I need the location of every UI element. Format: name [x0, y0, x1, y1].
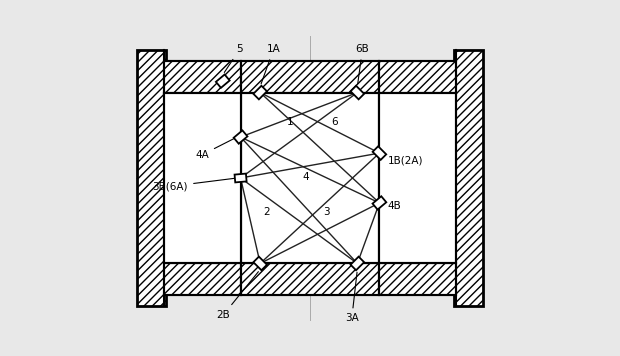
Text: 1: 1 [287, 117, 293, 127]
Bar [164, 93, 241, 263]
Bar [241, 61, 379, 93]
Text: 1A: 1A [261, 44, 280, 84]
Polygon shape [350, 86, 364, 99]
Bar [379, 61, 456, 93]
Bar [241, 263, 379, 295]
Bar [164, 263, 241, 295]
Polygon shape [350, 257, 364, 270]
Text: 2: 2 [264, 208, 270, 218]
Bar [241, 93, 379, 263]
Polygon shape [373, 196, 386, 210]
Text: 6B: 6B [355, 44, 370, 84]
Bar [138, 50, 166, 306]
Text: 4: 4 [302, 172, 309, 182]
Polygon shape [234, 130, 247, 144]
Text: 6: 6 [331, 117, 338, 127]
Text: 1B(2A): 1B(2A) [381, 153, 423, 166]
Text: 3: 3 [324, 208, 330, 218]
Polygon shape [216, 74, 229, 88]
Text: 5: 5 [224, 44, 243, 72]
Polygon shape [373, 146, 386, 160]
Text: 4A: 4A [195, 138, 234, 160]
Bar [379, 93, 456, 263]
Bar [454, 50, 482, 306]
Bar [164, 61, 241, 93]
Polygon shape [234, 174, 247, 182]
Text: 2B: 2B [217, 272, 259, 320]
Text: 4B: 4B [381, 201, 401, 211]
Text: 3A: 3A [345, 272, 358, 324]
Text: 3B(6A): 3B(6A) [153, 178, 234, 192]
Polygon shape [254, 257, 267, 270]
Bar [379, 263, 456, 295]
Polygon shape [254, 86, 267, 99]
